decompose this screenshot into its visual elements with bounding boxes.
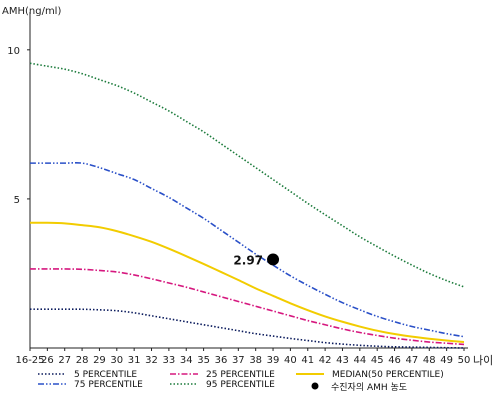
legend-marker-label: 수진자의 AMH 농도: [331, 382, 407, 393]
x-tick-label: 41: [301, 355, 314, 366]
x-tick-label: 42: [319, 355, 332, 366]
x-tick-label: 44: [353, 355, 366, 366]
x-tick-label: 29: [93, 355, 106, 366]
x-tick-label: 45: [371, 355, 384, 366]
series-line: [30, 308, 465, 349]
legend-label: MEDIAN(50 PERCENTILE): [332, 370, 444, 380]
legend-label: 5 PERCENTILE: [74, 370, 137, 380]
patient-value-label: 2.97: [233, 253, 263, 267]
y-tick-label: 5: [14, 195, 20, 206]
x-tick-label: 30: [110, 355, 123, 366]
x-tick-label: 38: [249, 355, 262, 366]
x-tick-label: 48: [423, 355, 436, 366]
axes: [29, 12, 468, 349]
x-tick-label: 31: [128, 355, 141, 366]
legend: 5 PERCENTILE 25 PERCENTILE MEDIAN(50 PERCE…: [38, 370, 444, 393]
x-tick-label: 36: [215, 355, 228, 366]
x-tick-label: 47: [406, 355, 419, 366]
x-tick-label: 37: [232, 355, 245, 366]
series-line: [29, 221, 465, 344]
x-tick-label: 32: [145, 355, 158, 366]
x-tick-label: 16-25: [15, 355, 44, 366]
x-tick-label: 28: [76, 355, 89, 366]
x-axis-label: 나이: [473, 354, 493, 367]
x-tick-label: 46: [388, 355, 401, 366]
y-axis-label: AMH(ng/ml): [2, 6, 61, 17]
legend-label: 25 PERCENTILE: [206, 370, 275, 380]
x-tick-label: 50: [458, 355, 471, 366]
x-tick-label: 34: [180, 355, 193, 366]
legend-label: 75 PERCENTILE: [74, 380, 143, 390]
y-tick-label: 10: [7, 46, 20, 57]
legend-marker-swatch: [311, 382, 319, 390]
series-line: [29, 161, 465, 338]
x-tick-label: 43: [336, 355, 349, 366]
x-tick-label: 40: [284, 355, 297, 366]
x-tick-label: 27: [58, 355, 71, 366]
x-tick-label: 49: [440, 355, 453, 366]
y-axis-ticks: 5 10: [7, 46, 30, 206]
x-tick-label: 33: [163, 355, 176, 366]
series-line: [30, 268, 465, 346]
x-tick-label: 39: [267, 355, 280, 366]
patient-value-point: [267, 253, 280, 266]
legend-label: 95 PERCENTILE: [206, 380, 275, 390]
patient-marker: 2.97: [233, 253, 280, 267]
series-lines: [29, 62, 465, 349]
x-tick-label: 26: [41, 355, 54, 366]
x-tick-label: 35: [197, 355, 210, 366]
